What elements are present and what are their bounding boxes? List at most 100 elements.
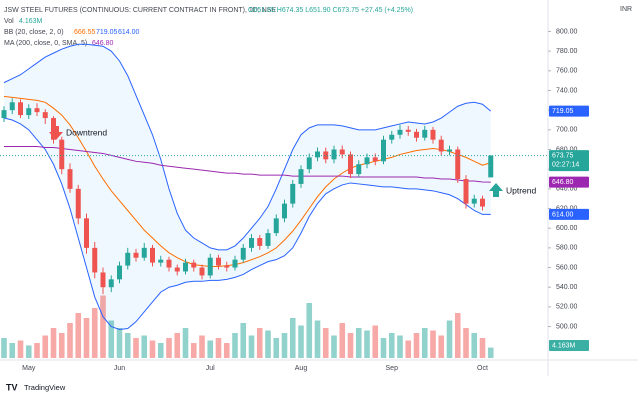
- volume-bar: [1, 338, 7, 358]
- volume-bar: [355, 328, 362, 358]
- candle-body: [174, 267, 180, 272]
- volume-bar: [479, 338, 486, 358]
- indicator-line: [3, 43, 492, 251]
- candle-body: [414, 131, 419, 138]
- volume-legend: Vol: [4, 18, 14, 25]
- legend: JSW STEEL FUTURES (CONTINUOUS: CURRENT C…: [4, 7, 413, 47]
- volume-bar: [83, 318, 90, 358]
- volume-bar: [397, 335, 403, 358]
- candle-body: [455, 149, 461, 180]
- candle-body: [348, 154, 353, 175]
- volume-bar: [116, 328, 123, 358]
- candle-body: [422, 129, 428, 138]
- candle-body: [471, 198, 477, 204]
- y-tick-label: 620.00: [556, 205, 578, 212]
- candle-body: [100, 272, 106, 288]
- candle-body: [133, 252, 139, 258]
- candle-body: [207, 257, 213, 276]
- candle-body: [240, 247, 246, 260]
- volume-bar: [306, 303, 313, 358]
- candle-body: [67, 169, 73, 189]
- candle-body: [108, 279, 114, 288]
- volume-bar: [100, 295, 106, 358]
- candle-body: [141, 247, 147, 258]
- volume-bar: [34, 343, 40, 358]
- volume-bar: [50, 328, 57, 358]
- bb-legend: BB (20, close, 2, 0): [4, 29, 64, 36]
- candle-body: [224, 265, 230, 268]
- candle-body: [18, 102, 23, 116]
- volume-bar: [380, 338, 387, 358]
- volume-bar: [9, 343, 16, 358]
- candle-body: [183, 262, 188, 272]
- currency: INR: [620, 6, 632, 13]
- volume-bar: [298, 325, 304, 358]
- candle-body: [150, 247, 155, 263]
- candle-body: [356, 164, 362, 175]
- volume-bar: [223, 343, 230, 358]
- volume-bar: [190, 343, 197, 358]
- y-tick-label: 520.00: [556, 304, 578, 311]
- volume-bar: [364, 330, 370, 358]
- bb-upper: 719.05: [96, 29, 118, 36]
- candle-body: [84, 218, 89, 248]
- ma-value: 646.80: [92, 40, 114, 47]
- volume-bar: [265, 330, 271, 358]
- volume-bar: [256, 328, 263, 358]
- volume-bar: [67, 323, 73, 358]
- volume-bar: [413, 333, 420, 358]
- volume-tag: [549, 340, 589, 351]
- indicator-line: [3, 117, 491, 331]
- plot: [0, 43, 548, 358]
- volume-bar: [388, 333, 395, 358]
- annotation-text: Downtrend: [66, 127, 107, 137]
- volume-bar: [314, 320, 321, 358]
- volume-bar: [248, 335, 255, 358]
- brand-name: TradingView: [24, 383, 66, 392]
- volume-bar: [446, 320, 453, 358]
- volume-bar: [199, 335, 205, 358]
- candle-body: [438, 139, 444, 152]
- ma-legend: MA (200, close, 0, SMA, 5): [4, 40, 87, 47]
- volume-bar: [232, 333, 238, 358]
- candle-body: [298, 169, 304, 184]
- volume-bar: [454, 313, 461, 358]
- down-arrow: [49, 126, 63, 140]
- y-tick-label: 760.00: [556, 68, 578, 75]
- y-tick-label: 780.00: [556, 48, 578, 55]
- candle-body: [125, 252, 131, 266]
- candle-body: [166, 259, 172, 268]
- indicator-line: [4, 146, 491, 183]
- volume-bar: [58, 333, 65, 358]
- candle-body: [389, 134, 395, 140]
- price-tag: [549, 105, 589, 117]
- candle-body: [59, 139, 65, 170]
- volume-bar: [17, 340, 24, 358]
- candle-body: [92, 247, 98, 273]
- volume-bar: [339, 323, 346, 358]
- volume-bar: [133, 338, 139, 358]
- x-tick-label: Aug: [295, 365, 308, 372]
- countdown: 02:27:14: [552, 161, 579, 168]
- indicator-line: [3, 95, 491, 268]
- up-arrow: [489, 183, 503, 197]
- volume-bar: [372, 325, 379, 358]
- candle-body: [265, 233, 271, 246]
- price-tag: [549, 208, 589, 220]
- volume-bar: [149, 340, 156, 358]
- ohlc-readout: O651.65 H674.35 L651.90 C673.75 +27.45 (…: [248, 7, 413, 14]
- price-tag-label: 719.05: [552, 108, 574, 115]
- volume-bar: [207, 340, 214, 358]
- price-tag-label: 614.00: [552, 211, 574, 218]
- candle-body: [315, 151, 320, 158]
- uptrend-annotation: Uptrend: [489, 183, 537, 197]
- volume-bar: [405, 340, 412, 358]
- candle-body: [216, 257, 221, 266]
- candle-body: [372, 157, 378, 162]
- candle-body: [381, 139, 386, 162]
- candle-body: [480, 198, 485, 207]
- price-tag: [549, 176, 589, 188]
- candle-body: [191, 262, 197, 268]
- volume-bar: [331, 335, 337, 358]
- candle-body: [117, 265, 122, 280]
